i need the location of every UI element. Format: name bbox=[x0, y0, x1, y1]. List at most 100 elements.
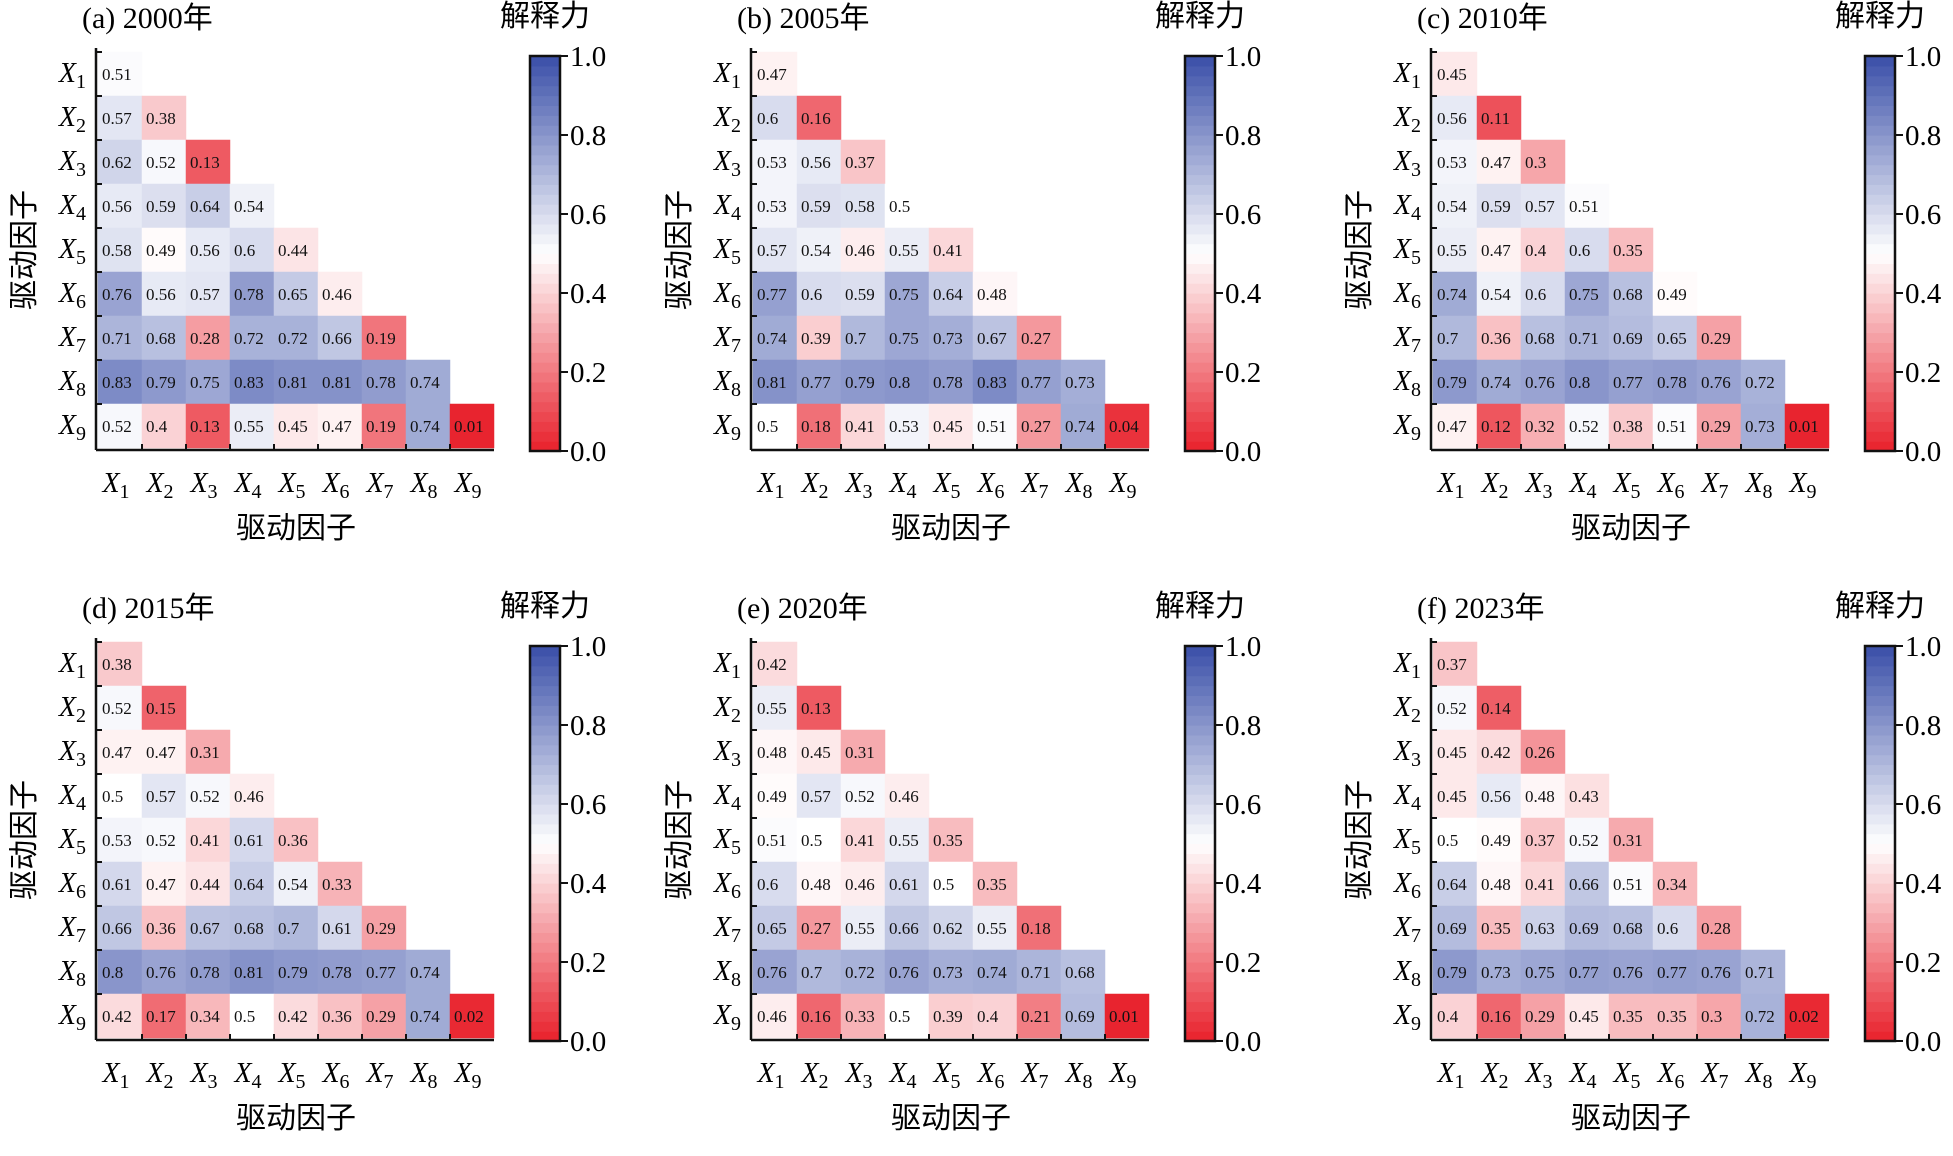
heatmap-cell bbox=[185, 993, 231, 1039]
colorbar-band bbox=[1865, 273, 1895, 284]
cell-value-label: 0.51 bbox=[102, 65, 132, 84]
x-tick-subscript: 7 bbox=[384, 481, 394, 503]
x-tick-letter: X bbox=[1436, 1058, 1455, 1089]
x-tick-subscript: 4 bbox=[907, 1071, 917, 1093]
heatmap-cell bbox=[752, 817, 798, 863]
colorbar-band bbox=[1865, 813, 1895, 825]
colorbar-tick-label: 0.0 bbox=[1225, 1026, 1261, 1058]
y-tick-subscript: 9 bbox=[76, 1013, 86, 1035]
x-tick-subscript: 2 bbox=[164, 481, 174, 503]
y-tick-subscript: 4 bbox=[731, 203, 741, 225]
cell-value-label: 0.54 bbox=[278, 875, 308, 894]
cell-value-label: 0.46 bbox=[322, 285, 352, 304]
colorbar-band bbox=[1865, 784, 1895, 795]
y-tick-subscript: 9 bbox=[731, 423, 741, 445]
cell-value-label: 0.48 bbox=[757, 743, 787, 762]
colorbar-tick-label: 0.6 bbox=[1225, 199, 1261, 231]
cell-value-label: 0.29 bbox=[1701, 417, 1731, 436]
cell-value-label: 0.75 bbox=[889, 285, 919, 304]
colorbar-band bbox=[1865, 263, 1895, 274]
cell-value-label: 0.69 bbox=[1437, 919, 1467, 938]
colorbar-band bbox=[1185, 922, 1215, 933]
x-tick-label: X6 bbox=[976, 1058, 1004, 1093]
cell-value-label: 0.52 bbox=[146, 153, 176, 172]
cell-value-label: 0.77 bbox=[1613, 373, 1643, 392]
colorbar-band bbox=[1865, 1011, 1895, 1022]
cell-value-label: 0.8 bbox=[889, 373, 910, 392]
y-tick-letter: X bbox=[1393, 824, 1412, 855]
colorbar-band bbox=[1865, 843, 1895, 854]
cell-value-label: 0.69 bbox=[1065, 1007, 1095, 1026]
y-tick-letter: X bbox=[1393, 190, 1412, 221]
colorbar-band bbox=[530, 685, 560, 696]
cell-value-label: 0.35 bbox=[1481, 919, 1511, 938]
colorbar-band bbox=[530, 401, 560, 413]
heatmap-cell bbox=[97, 139, 143, 185]
y-tick-subscript: 4 bbox=[1411, 203, 1421, 225]
cell-value-label: 0.57 bbox=[801, 787, 831, 806]
cell-value-label: 0.73 bbox=[933, 329, 963, 348]
colorbar-band bbox=[530, 352, 560, 363]
colorbar-tick-label: 0.2 bbox=[1225, 357, 1261, 389]
cell-value-label: 0.45 bbox=[801, 743, 831, 762]
heatmap-cell bbox=[796, 905, 842, 951]
heatmap-cell bbox=[752, 359, 798, 405]
colorbar-band bbox=[1185, 734, 1215, 746]
cell-value-label: 0.68 bbox=[1613, 919, 1643, 938]
y-tick-letter: X bbox=[58, 234, 77, 265]
colorbar-band bbox=[1185, 794, 1215, 805]
cell-value-label: 0.47 bbox=[102, 743, 132, 762]
x-axis-label: 驱动因子 bbox=[891, 512, 1011, 545]
colorbar-band bbox=[1185, 135, 1215, 146]
heatmap-cell bbox=[752, 905, 798, 951]
cell-value-label: 0.12 bbox=[1481, 417, 1511, 436]
cell-value-label: 0.46 bbox=[234, 787, 264, 806]
heatmap-cell bbox=[1476, 359, 1522, 405]
y-tick-subscript: 2 bbox=[731, 115, 741, 137]
colorbar-band bbox=[530, 302, 560, 314]
colorbar-band bbox=[1865, 302, 1895, 314]
y-tick-letter: X bbox=[713, 234, 732, 265]
colorbar-band bbox=[530, 174, 560, 185]
heatmap-cell bbox=[840, 403, 886, 449]
colorbar-band bbox=[1185, 184, 1215, 195]
heatmap-cell bbox=[229, 773, 275, 819]
colorbar-band bbox=[1185, 873, 1215, 884]
x-axis-label: 驱动因子 bbox=[891, 1102, 1011, 1135]
x-tick-label: X5 bbox=[1612, 1058, 1640, 1093]
cell-value-label: 0.56 bbox=[102, 197, 132, 216]
cell-value-label: 0.46 bbox=[845, 875, 875, 894]
panel-title: (a) 2000年 bbox=[82, 2, 213, 35]
y-tick-label: X8 bbox=[58, 956, 86, 991]
x-tick-letter: X bbox=[365, 1058, 384, 1089]
colorbar-band bbox=[1865, 381, 1895, 393]
y-tick-label: X7 bbox=[1393, 912, 1421, 947]
colorbar-band bbox=[1185, 75, 1215, 87]
colorbar-band bbox=[1865, 991, 1895, 1003]
x-tick-letter: X bbox=[1788, 1058, 1807, 1089]
heatmap-cell bbox=[1520, 271, 1566, 317]
cell-value-label: 0.61 bbox=[234, 831, 264, 850]
x-tick-label: X9 bbox=[1788, 1058, 1816, 1093]
colorbar-band bbox=[1865, 322, 1895, 334]
y-tick-subscript: 7 bbox=[1411, 335, 1421, 357]
cell-value-label: 0.53 bbox=[757, 153, 787, 172]
cell-value-label: 0.61 bbox=[102, 875, 132, 894]
colorbar-band bbox=[1865, 56, 1895, 67]
x-tick-label: X6 bbox=[976, 468, 1004, 503]
x-tick-subscript: 5 bbox=[951, 481, 961, 503]
y-tick-subscript: 4 bbox=[1411, 793, 1421, 815]
colorbar-band bbox=[1865, 715, 1895, 726]
heatmap-cell bbox=[972, 861, 1018, 907]
colorbar-band bbox=[1185, 411, 1215, 422]
cell-value-label: 0.81 bbox=[278, 373, 308, 392]
y-tick-subscript: 4 bbox=[76, 203, 86, 225]
colorbar-band bbox=[530, 293, 560, 304]
x-tick-label: X4 bbox=[888, 468, 916, 503]
x-tick-label: X8 bbox=[1744, 1058, 1772, 1093]
heatmap-cell bbox=[752, 685, 798, 731]
cell-value-label: 0.77 bbox=[366, 963, 396, 982]
y-tick-letter: X bbox=[713, 648, 732, 679]
x-tick-subscript: 4 bbox=[252, 481, 262, 503]
